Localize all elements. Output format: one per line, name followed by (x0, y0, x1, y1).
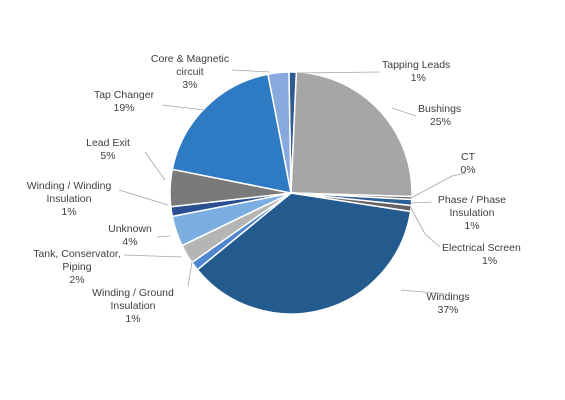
slice-percent: 25% (430, 116, 451, 128)
slice-name: Tap Changer (94, 89, 155, 101)
slice-label: Winding / Winding Insulation 1% (27, 180, 112, 218)
leader-line (231, 69, 271, 73)
slice-label: Tank, Conservator, Piping 2% (33, 248, 121, 286)
slice-name: Insulation (450, 207, 495, 219)
slice-name: Insulation (47, 193, 92, 205)
pie-slice-bushings (290, 71, 413, 198)
slice-name: Tapping Leads (382, 59, 450, 71)
slice-name: Core & Magnetic (151, 53, 229, 65)
slice-name: Windings (426, 291, 469, 303)
slice-label: Core & Magnetic circuit 3% (151, 53, 229, 91)
slice-percent: 5% (100, 150, 115, 162)
slice-label: Bushings 25% (418, 103, 461, 128)
pie-slice-tap-changer (171, 73, 292, 194)
leader-line (123, 254, 183, 258)
slice-label: Tap Changer 19% (94, 89, 155, 114)
slice-percent: 1% (464, 220, 479, 232)
leader-line (118, 189, 169, 206)
slice-percent: 1% (411, 72, 426, 84)
leader-line (156, 235, 171, 238)
slice-name: Winding / Ground (92, 287, 174, 299)
leader-line (410, 201, 433, 204)
leader-line (410, 172, 467, 199)
slice-label: Electrical Screen 1% (442, 242, 521, 267)
slice-percent: 19% (113, 102, 134, 114)
pie-slice-core-magnetic-circuit (267, 71, 292, 194)
pie-slices (169, 71, 413, 315)
slice-name: Lead Exit (86, 137, 130, 149)
slice-percent: 0% (460, 164, 475, 176)
slice-label: Tapping Leads 1% (382, 59, 450, 84)
leader-line (409, 205, 441, 248)
slice-percent: 37% (437, 304, 458, 316)
slice-name: Phase / Phase (438, 194, 506, 206)
slice-name: Tank, Conservator, (33, 248, 121, 260)
slice-name: circuit (176, 66, 204, 78)
slice-name: Electrical Screen (442, 242, 521, 254)
slice-label: Lead Exit 5% (86, 137, 130, 162)
leader-line (400, 289, 447, 295)
slice-name: CT (461, 151, 476, 163)
slice-percent: 1% (61, 206, 76, 218)
slice-label: Phase / Phase Insulation 1% (438, 194, 506, 232)
slice-name: Insulation (111, 300, 156, 312)
slice-name: Piping (62, 261, 91, 273)
leader-line (144, 151, 166, 181)
pie-slice-windings (196, 192, 412, 315)
leader-line (296, 71, 381, 74)
leader-line (161, 104, 206, 111)
slice-label: Winding / Ground Insulation 1% (92, 287, 174, 325)
slice-percent: 1% (125, 313, 140, 325)
slice-label: CT 0% (460, 151, 475, 176)
slice-label: Windings 37% (426, 291, 469, 316)
leader-line (187, 261, 193, 287)
slice-name: Unknown (108, 223, 152, 235)
slice-percent: 2% (69, 274, 84, 286)
slice-name: Bushings (418, 103, 461, 115)
slice-label: Unknown 4% (108, 223, 152, 248)
pie-labels: Tapping Leads 1%Bushings 25%CT 0%Phase / Ph… (27, 53, 521, 325)
slice-percent: 1% (482, 255, 497, 267)
leader-line (391, 107, 417, 117)
slice-name: Winding / Winding (27, 180, 112, 192)
slice-percent: 3% (182, 79, 197, 91)
slice-percent: 4% (122, 236, 137, 248)
